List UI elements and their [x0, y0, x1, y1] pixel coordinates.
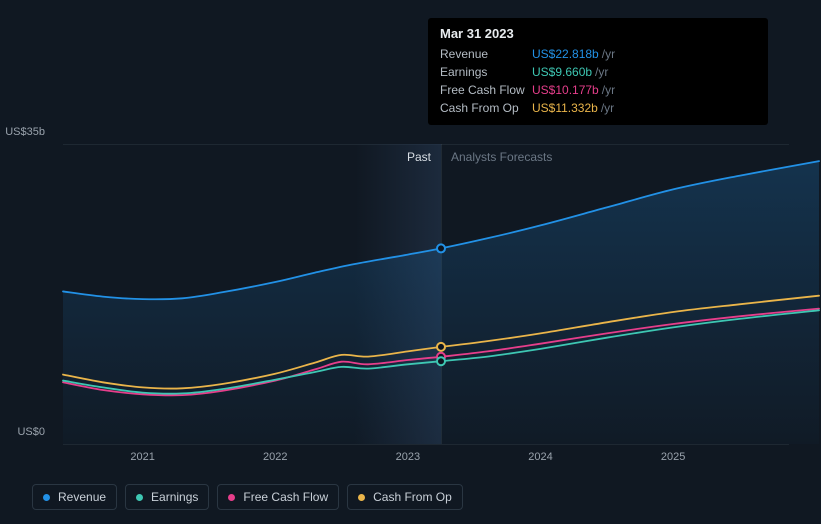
tooltip-row: EarningsUS$9.660b/yr: [440, 63, 756, 81]
chart-legend: Revenue Earnings Free Cash Flow Cash From O…: [32, 484, 789, 510]
legend-swatch: [228, 494, 235, 501]
tooltip-date: Mar 31 2023: [440, 26, 756, 41]
hover-marker: [437, 357, 445, 365]
tooltip-metric-value: US$9.660b: [532, 64, 592, 80]
legend-item[interactable]: Earnings: [125, 484, 209, 510]
tooltip-row: RevenueUS$22.818b/yr: [440, 45, 756, 63]
legend-label: Revenue: [58, 490, 106, 504]
legend-label: Free Cash Flow: [243, 490, 328, 504]
legend-swatch: [43, 494, 50, 501]
tooltip-metric-label: Earnings: [440, 64, 532, 80]
chart-tooltip: Mar 31 2023 RevenueUS$22.818b/yrEarnings…: [428, 18, 768, 125]
hover-marker: [437, 244, 445, 252]
tooltip-metric-value: US$22.818b: [532, 46, 599, 62]
tooltip-metric-unit: /yr: [602, 46, 615, 62]
tooltip-metric-value: US$11.332b: [532, 100, 598, 116]
series-area-revenue: [63, 161, 819, 444]
tooltip-metric-label: Free Cash Flow: [440, 82, 532, 98]
legend-label: Earnings: [151, 490, 198, 504]
legend-item[interactable]: Revenue: [32, 484, 117, 510]
tooltip-metric-value: US$10.177b: [532, 82, 599, 98]
legend-swatch: [358, 494, 365, 501]
tooltip-metric-unit: /yr: [601, 100, 614, 116]
legend-label: Cash From Op: [373, 490, 452, 504]
tooltip-row: Cash From OpUS$11.332b/yr: [440, 99, 756, 117]
tooltip-metric-unit: /yr: [595, 64, 608, 80]
tooltip-metric-label: Revenue: [440, 46, 532, 62]
tooltip-metric-unit: /yr: [602, 82, 615, 98]
legend-item[interactable]: Cash From Op: [347, 484, 463, 510]
tooltip-metric-label: Cash From Op: [440, 100, 532, 116]
hover-marker: [437, 343, 445, 351]
legend-item[interactable]: Free Cash Flow: [217, 484, 339, 510]
financials-chart: US$35b US$0 Past Analysts Forecasts 2021…: [16, 0, 805, 524]
tooltip-row: Free Cash FlowUS$10.177b/yr: [440, 81, 756, 99]
legend-swatch: [136, 494, 143, 501]
